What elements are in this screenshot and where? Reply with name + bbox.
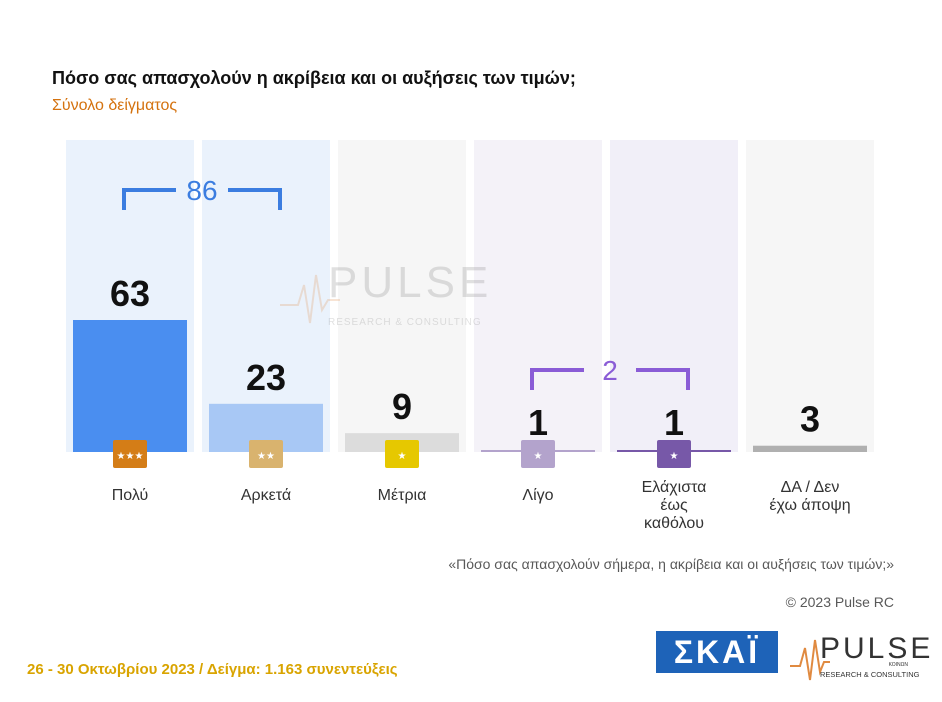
category-panel [338,140,466,452]
bar [73,320,187,452]
group-total-label: 2 [602,355,618,386]
group-bracket [530,368,690,390]
three-stars-icon: ★★★ [113,440,147,468]
data-label: 1 [528,402,548,443]
copyright-note: © 2023 Pulse RC [785,594,894,610]
bar [753,445,867,452]
half-star-icon: ★ [521,440,555,468]
category-label: Λίγο [522,487,553,504]
pulse-watermark-logo: PULSE RESEARCH & CONSULTING [280,258,492,328]
survey-footer: 26 - 30 Οκτωβρίου 2023 / Δείγμα: 1.163 σ… [27,661,398,678]
chart-subtitle: Σύνολο δείγματος [52,97,178,114]
svg-text:★: ★ [534,451,543,462]
category-panel [610,140,738,452]
bar-chart: 63★★★Πολύ23★★Αρκετά9★Μέτρια1★Λίγο1★Ελάχι… [66,140,874,532]
pulse-logo-small: ΚΟΙΝΩΝ [889,662,909,668]
data-label: 23 [246,357,286,398]
data-label: 3 [800,399,820,440]
group-total-label: 86 [186,175,217,206]
svg-text:RESEARCH & CONSULTING: RESEARCH & CONSULTING [328,317,482,328]
question-quote: «Πόσο σας απασχολούν σήμερα, η ακρίβεια … [448,556,894,572]
category-label: Μέτρια [378,487,427,504]
pulse-logo: PULSE ΚΟΙΝΩΝ RESEARCH & CONSULTING [790,632,930,681]
data-label: 63 [110,273,150,314]
svg-text:PULSE: PULSE [328,258,492,307]
category-label: Αρκετά [241,487,291,504]
category-label: Πολύ [112,487,149,504]
data-label: 9 [392,386,412,427]
category-label: Ελάχιστα έως καθόλου [642,479,707,532]
skai-logo-text: ΣΚΑΪ [673,634,761,670]
one-star-icon: ★ [385,440,419,468]
chart-title: Πόσο σας απασχολούν η ακρίβεια και οι αυ… [52,68,576,88]
category-label: ΔΑ / Δεν έχω άποψη [769,479,850,514]
svg-text:★: ★ [398,451,407,462]
svg-text:★★★: ★★★ [117,451,144,462]
group-bracket [122,188,282,210]
skai-logo: ΣΚΑΪ [656,631,778,673]
small-star-icon: ★ [657,440,691,468]
pulse-logo-text: PULSE [820,632,930,665]
svg-text:★: ★ [670,451,679,462]
pulse-logo-tagline: RESEARCH & CONSULTING [820,670,920,679]
two-stars-icon: ★★ [249,440,283,468]
category-panel [474,140,602,452]
category-panel [746,140,874,452]
data-label: 1 [664,402,684,443]
svg-text:★★: ★★ [257,451,275,462]
